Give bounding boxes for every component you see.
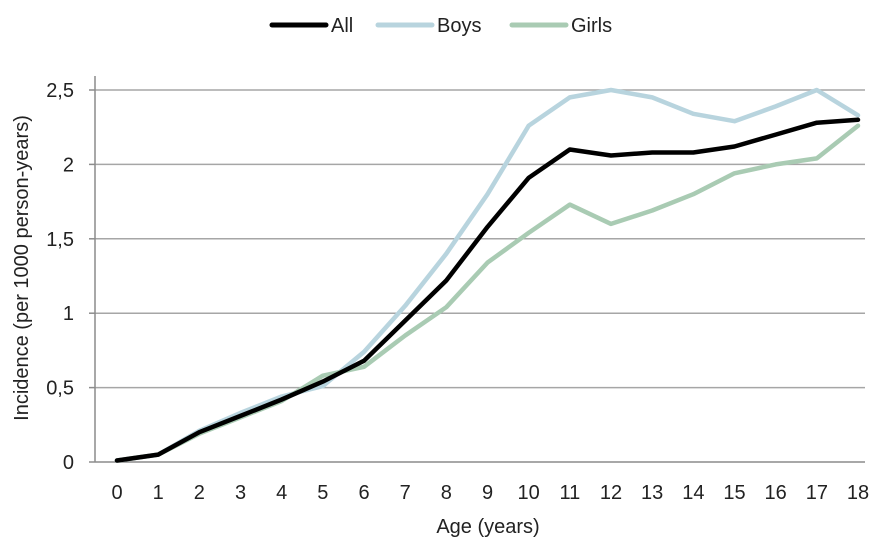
x-tick-label: 7 — [400, 482, 411, 504]
x-tick-label: 8 — [441, 482, 452, 504]
x-tick-label: 15 — [723, 482, 745, 504]
legend-label: Boys — [437, 15, 481, 37]
y-tick-label: 0 — [63, 452, 74, 474]
legend-item-boys: Boys — [375, 15, 481, 37]
y-tick-label: 1,5 — [46, 229, 74, 251]
legend-item-girls: Girls — [509, 15, 612, 37]
legend-label: All — [331, 15, 353, 37]
x-tick-label: 3 — [235, 482, 246, 504]
y-tick-labels: 0 0,5 1 1,5 2 2,5 — [46, 80, 74, 474]
x-tick-labels: 0 1 2 3 4 5 6 7 8 9 10 11 12 13 14 15 16 17 18 — [111, 482, 869, 504]
x-tick-label: 4 — [276, 482, 287, 504]
x-tick-label: 5 — [317, 482, 328, 504]
x-tick-label: 13 — [641, 482, 663, 504]
y-tick-label: 0,5 — [46, 378, 74, 400]
y-axis-title: Incidence (per 1000 person-years) — [11, 115, 33, 421]
x-tick-label: 12 — [600, 482, 622, 504]
x-tick-label: 11 — [559, 482, 580, 504]
x-tick-label: 6 — [358, 482, 369, 504]
legend: All Boys Girls — [269, 15, 612, 37]
axes — [89, 76, 865, 463]
y-tick-label: 1 — [63, 303, 74, 325]
series-line-all — [114, 117, 861, 463]
series-line-girls — [114, 123, 861, 463]
legend-label: Girls — [571, 15, 612, 37]
x-tick-label: 18 — [847, 482, 869, 504]
series-line-boys — [114, 87, 861, 463]
x-tick-label: 2 — [194, 482, 205, 504]
x-tick-label: 17 — [806, 482, 828, 504]
y-tick-label: 2,5 — [46, 80, 74, 102]
legend-item-all: All — [269, 15, 353, 37]
x-tick-label: 9 — [482, 482, 493, 504]
x-tick-label: 14 — [682, 482, 704, 504]
x-tick-label: 16 — [765, 482, 787, 504]
x-tick-label: 10 — [518, 482, 540, 504]
x-tick-label: 1 — [153, 482, 164, 504]
y-tick-label: 2 — [63, 154, 74, 176]
series-lines — [114, 87, 861, 463]
x-axis-title: Age (years) — [436, 516, 539, 538]
x-tick-label: 0 — [111, 482, 122, 504]
